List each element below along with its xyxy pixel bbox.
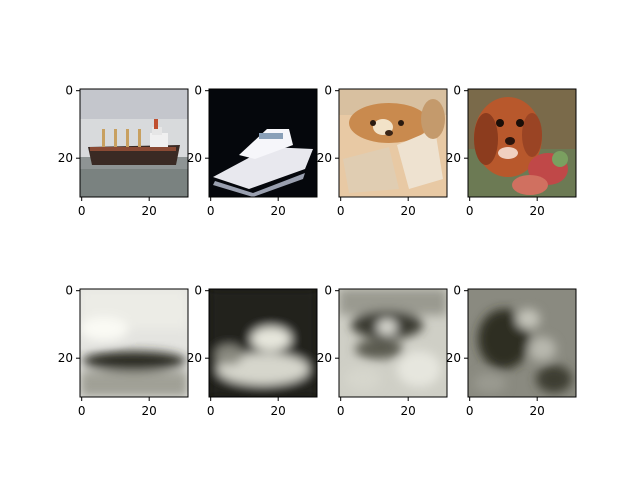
y-tick-label: 0 bbox=[194, 284, 202, 298]
subplot-r0-c2: 0 20 0 20 bbox=[317, 84, 448, 218]
image-ship bbox=[80, 89, 188, 197]
y-tick-label: 20 bbox=[317, 151, 332, 165]
x-tick-label: 0 bbox=[466, 204, 474, 218]
y-tick-label: 20 bbox=[317, 351, 332, 365]
image-dog-reconstruction bbox=[468, 289, 576, 397]
subplot-r1-c2: 0 20 0 20 bbox=[317, 284, 448, 418]
x-tick-label: 20 bbox=[530, 404, 545, 418]
x-tick-label: 0 bbox=[78, 204, 86, 218]
x-tick-label: 20 bbox=[142, 404, 157, 418]
axes-frame bbox=[338, 288, 448, 398]
x-tick-label: 0 bbox=[207, 204, 215, 218]
image-boat-reconstruction bbox=[209, 289, 317, 397]
y-tick-label: 0 bbox=[194, 84, 202, 98]
x-tick-label: 20 bbox=[142, 204, 157, 218]
image-dog-reconstruction bbox=[339, 289, 447, 397]
y-tick-label: 0 bbox=[453, 84, 461, 98]
axes-frame bbox=[208, 288, 318, 398]
y-tick-label: 20 bbox=[187, 151, 202, 165]
subplot-r0-c0: 0 20 0 20 bbox=[58, 84, 189, 218]
y-tick-label: 20 bbox=[446, 351, 461, 365]
subplot-r0-c3: 0 20 0 20 bbox=[446, 84, 577, 218]
image-boat bbox=[209, 89, 317, 197]
x-tick-label: 20 bbox=[530, 204, 545, 218]
subplot-r0-c1: 0 20 0 20 bbox=[187, 84, 318, 218]
axes-frame bbox=[79, 88, 189, 198]
y-tick-label: 20 bbox=[58, 151, 73, 165]
y-tick-label: 0 bbox=[65, 84, 73, 98]
x-tick-label: 20 bbox=[401, 204, 416, 218]
subplot-r1-c1: 0 20 0 20 bbox=[187, 284, 318, 418]
x-tick-label: 20 bbox=[271, 404, 286, 418]
x-tick-label: 0 bbox=[337, 404, 345, 418]
x-tick-label: 20 bbox=[401, 404, 416, 418]
axes-frame bbox=[467, 88, 577, 198]
x-tick-label: 0 bbox=[78, 404, 86, 418]
subplot-r1-c3: 0 20 0 20 bbox=[446, 284, 577, 418]
x-tick-label: 20 bbox=[271, 204, 286, 218]
axes-frame bbox=[79, 288, 189, 398]
axes-frame bbox=[338, 88, 448, 198]
y-tick-label: 0 bbox=[324, 284, 332, 298]
y-tick-label: 20 bbox=[446, 151, 461, 165]
y-tick-label: 0 bbox=[453, 284, 461, 298]
subplot-r1-c0: 0 20 0 20 bbox=[58, 284, 189, 418]
axes-frame bbox=[467, 288, 577, 398]
image-dog bbox=[468, 89, 576, 197]
axes-frame bbox=[208, 88, 318, 198]
x-tick-label: 0 bbox=[466, 404, 474, 418]
y-tick-label: 20 bbox=[187, 351, 202, 365]
y-tick-label: 0 bbox=[324, 84, 332, 98]
y-tick-label: 0 bbox=[65, 284, 73, 298]
x-tick-label: 0 bbox=[337, 204, 345, 218]
y-tick-label: 20 bbox=[58, 351, 73, 365]
x-tick-label: 0 bbox=[207, 404, 215, 418]
image-ship-reconstruction bbox=[80, 289, 188, 397]
image-dog bbox=[339, 89, 447, 197]
